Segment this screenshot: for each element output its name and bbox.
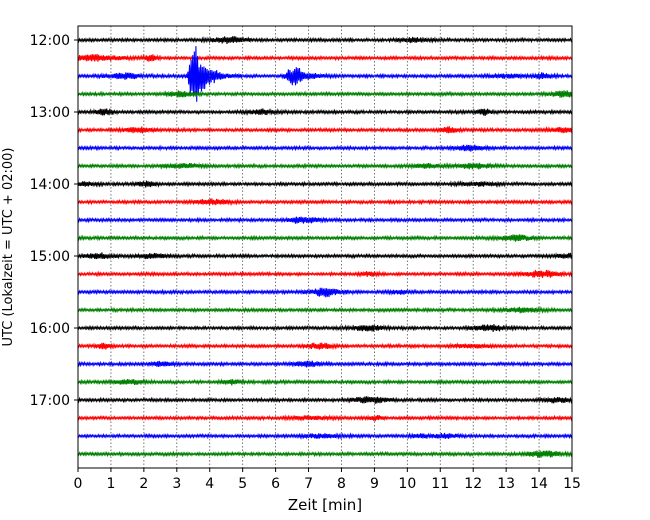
x-tick-label: 14 [530,476,548,492]
trace-line [77,198,573,207]
x-tick-label: 15 [563,476,581,492]
trace-line [77,162,573,170]
trace-line [77,305,573,314]
traces-group [77,36,573,458]
trace-line [77,216,573,224]
x-tick-label: 9 [370,476,379,492]
x-tick-label: 11 [431,476,449,492]
x-tick-label: 8 [337,476,346,492]
y-tick-label: 15:00 [30,249,70,265]
x-axis-ticks: 0 1 2 3 4 5 6 7 8 9 10 11 12 13 14 15 [74,468,581,492]
trace-line [77,432,573,440]
trace-line [77,180,573,188]
trace-line [77,396,573,404]
trace-line [77,378,573,386]
y-tick-label: 12:00 [30,33,70,49]
trace-line [77,324,573,332]
trace-line [77,287,573,298]
x-tick-label: 10 [398,476,416,492]
trace-line [77,53,573,62]
x-tick-label: 7 [304,476,313,492]
y-axis-label: UTC (Lokalzeit = UTC + 02:00) [1,148,16,347]
x-tick-label: 1 [106,476,115,492]
trace-line [77,269,573,278]
trace-line [77,413,573,422]
x-tick-label: 6 [271,476,280,492]
grid-lines [110,26,540,468]
trace-line [77,125,573,134]
x-tick-label: 0 [74,476,83,492]
trace-line [77,90,573,98]
trace-line [77,36,573,45]
y-tick-label: 17:00 [30,393,70,409]
y-tick-label: 16:00 [30,321,70,337]
trace-line [77,360,573,368]
x-tick-label: 3 [172,476,181,492]
y-axis-ticks: 12:00 13:00 14:00 15:00 16:00 17:00 [30,33,78,409]
trace-line [77,108,573,116]
y-tick-label: 13:00 [30,105,70,121]
x-tick-label: 13 [497,476,515,492]
trace-line [77,252,573,260]
x-tick-label: 2 [139,476,148,492]
x-axis-label: Zeit [min] [288,496,362,514]
y-tick-label: 14:00 [30,177,70,193]
x-tick-label: 4 [205,476,214,492]
x-tick-label: 12 [464,476,482,492]
trace-line [77,450,573,458]
trace-line [77,46,573,102]
trace-line [77,234,573,242]
plot-frame [77,25,573,469]
x-tick-label: 5 [238,476,247,492]
trace-line [77,342,573,350]
trace-line [77,144,573,152]
